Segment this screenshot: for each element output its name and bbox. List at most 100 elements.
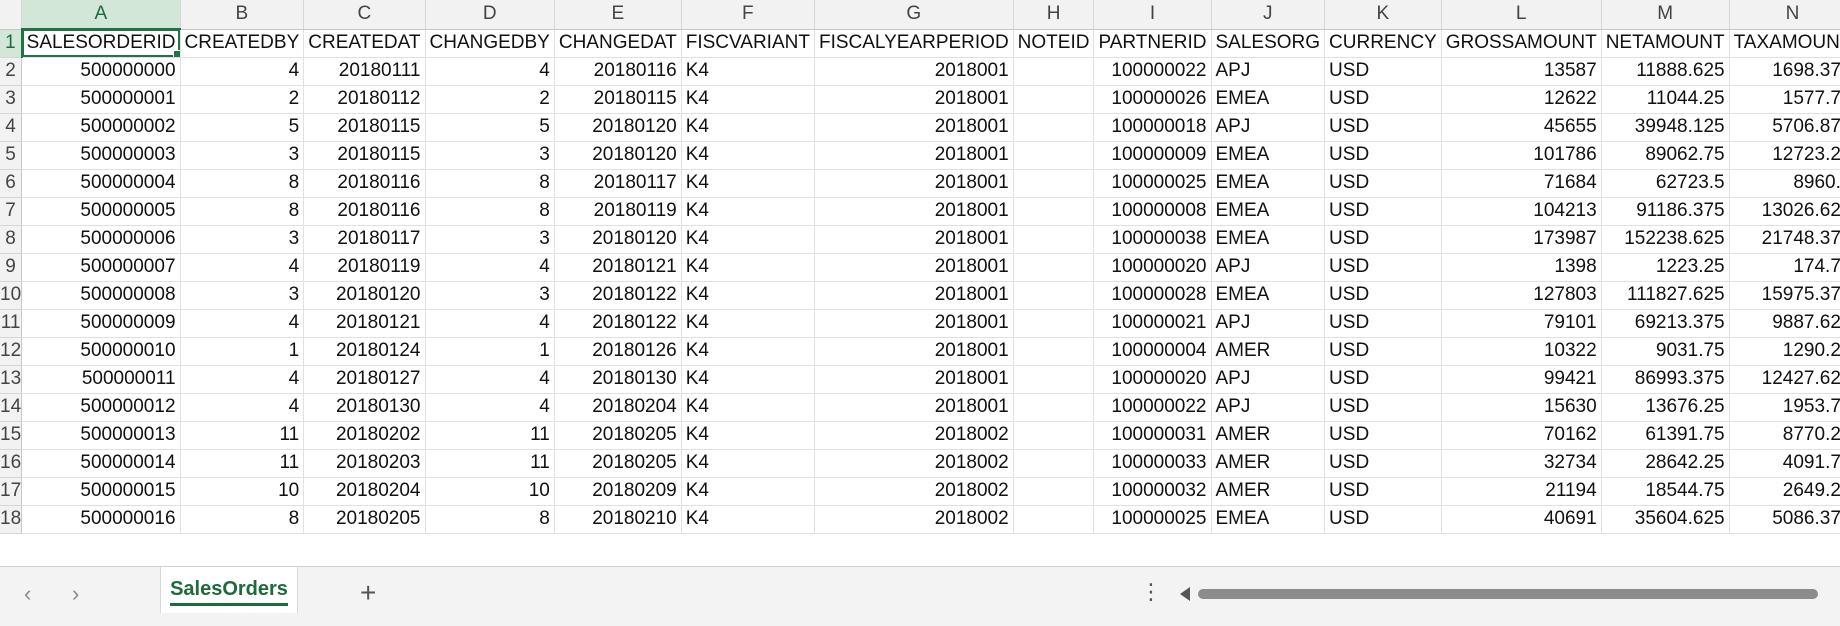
cell[interactable]: 152238.625 [1601,225,1730,254]
cell[interactable]: 13026.625 [1729,197,1840,226]
horizontal-scrollbar[interactable] [1180,586,1820,602]
cell[interactable]: 100000018 [1093,113,1212,142]
cell[interactable]: 20180130 [303,393,426,422]
cell[interactable]: 20180119 [554,197,682,226]
cell[interactable]: AMER [1211,421,1326,450]
row-number[interactable]: 17 [0,477,23,506]
row-number[interactable]: 12 [0,337,23,366]
header-cell-changedat[interactable]: CHANGEDAT [554,29,682,58]
cell[interactable]: APJ [1211,113,1326,142]
cell[interactable]: 70162 [1441,421,1602,450]
column-letter-m[interactable]: M [1601,0,1730,30]
cell[interactable]: 104213 [1441,197,1602,226]
cell[interactable]: 9887.625 [1729,309,1840,338]
cell[interactable]: 100000021 [1093,309,1212,338]
cell[interactable]: 8960.5 [1729,169,1840,198]
cell[interactable]: 8 [180,505,305,534]
cell[interactable]: 4 [180,309,305,338]
cell[interactable]: 500000012 [21,393,181,422]
cell[interactable]: USD [1324,505,1442,534]
cell[interactable]: 500000008 [21,281,181,310]
cell[interactable]: 5 [425,113,555,142]
cell[interactable]: 39948.125 [1601,113,1730,142]
column-letter-g[interactable]: G [814,0,1014,30]
cell[interactable]: 79101 [1441,309,1602,338]
header-cell-salesorg[interactable]: SALESORG [1211,29,1326,58]
cell[interactable] [1013,197,1095,226]
cell[interactable]: 4 [180,365,305,394]
cell[interactable]: USD [1324,365,1442,394]
cell[interactable]: 20180122 [554,309,682,338]
cell[interactable]: 3 [425,281,555,310]
cell[interactable]: K4 [681,505,815,534]
header-cell-createdat[interactable]: CREATEDAT [303,29,426,58]
cell[interactable]: 20180210 [554,505,682,534]
row-number[interactable]: 10 [0,281,23,310]
cell[interactable]: 20180119 [303,253,426,282]
cell[interactable]: 500000004 [21,169,181,198]
cell[interactable]: USD [1324,85,1442,114]
header-cell-netamount[interactable]: NETAMOUNT [1601,29,1730,58]
cell[interactable]: 28642.25 [1601,449,1730,478]
cell[interactable]: 8 [425,505,555,534]
cell[interactable]: 11 [425,449,555,478]
cell[interactable]: 32734 [1441,449,1602,478]
column-letter-k[interactable]: K [1324,0,1442,30]
cell[interactable]: 2018001 [814,169,1014,198]
cell[interactable]: 99421 [1441,365,1602,394]
header-cell-changedby[interactable]: CHANGEDBY [425,29,555,58]
cell[interactable]: 8770.25 [1729,421,1840,450]
cell[interactable]: 20180130 [554,365,682,394]
cell[interactable]: 13676.25 [1601,393,1730,422]
cell[interactable]: APJ [1211,393,1326,422]
row-number[interactable]: 15 [0,421,23,450]
cell[interactable]: 100000022 [1093,393,1212,422]
cell[interactable]: 20180122 [554,281,682,310]
cell[interactable]: USD [1324,113,1442,142]
cell[interactable] [1013,141,1095,170]
cell[interactable]: 20180204 [554,393,682,422]
cell[interactable] [1013,421,1095,450]
cell[interactable]: 20180120 [303,281,426,310]
cell[interactable]: USD [1324,337,1442,366]
cell[interactable]: 2018001 [814,393,1014,422]
cell[interactable]: 20180112 [303,85,426,114]
cell[interactable]: 20180205 [303,505,426,534]
cell[interactable]: 2 [180,85,305,114]
cell[interactable]: 11 [425,421,555,450]
select-all-corner[interactable] [0,0,23,30]
cell[interactable]: K4 [681,309,815,338]
cell[interactable]: APJ [1211,253,1326,282]
cell[interactable]: APJ [1211,57,1326,86]
cell[interactable]: 8 [425,169,555,198]
row-number[interactable]: 6 [0,169,23,198]
column-letter-l[interactable]: L [1441,0,1602,30]
cell[interactable]: USD [1324,225,1442,254]
header-cell-noteid[interactable]: NOTEID [1013,29,1095,58]
cell[interactable]: 500000016 [21,505,181,534]
cell[interactable]: 4 [180,57,305,86]
header-cell-fiscalyearperiod[interactable]: FISCALYEARPERIOD [814,29,1014,58]
cell[interactable]: 4091.75 [1729,449,1840,478]
cell[interactable]: K4 [681,57,815,86]
cell[interactable]: 100000031 [1093,421,1212,450]
cell[interactable]: 100000032 [1093,477,1212,506]
add-sheet-icon[interactable]: + [360,577,377,608]
cell[interactable] [1013,225,1095,254]
header-cell-partnerid[interactable]: PARTNERID [1093,29,1212,58]
more-options-icon[interactable]: ⋮ [1140,579,1162,604]
cell[interactable]: 35604.625 [1601,505,1730,534]
cell[interactable]: USD [1324,141,1442,170]
cell[interactable]: EMEA [1211,197,1326,226]
cell[interactable]: EMEA [1211,505,1326,534]
cell[interactable] [1013,113,1095,142]
cell[interactable]: 174.75 [1729,253,1840,282]
column-letter-i[interactable]: I [1093,0,1212,30]
row-number[interactable]: 2 [0,57,23,86]
cell[interactable]: USD [1324,281,1442,310]
cell[interactable]: EMEA [1211,225,1326,254]
cell[interactable]: 2018001 [814,253,1014,282]
scroll-left-icon[interactable] [1180,587,1190,601]
cell[interactable]: 1 [425,337,555,366]
spreadsheet-grid[interactable]: ABCDEFGHIJKLMNOPQ 1SALESORDERIDCREATEDBY… [0,0,1840,566]
